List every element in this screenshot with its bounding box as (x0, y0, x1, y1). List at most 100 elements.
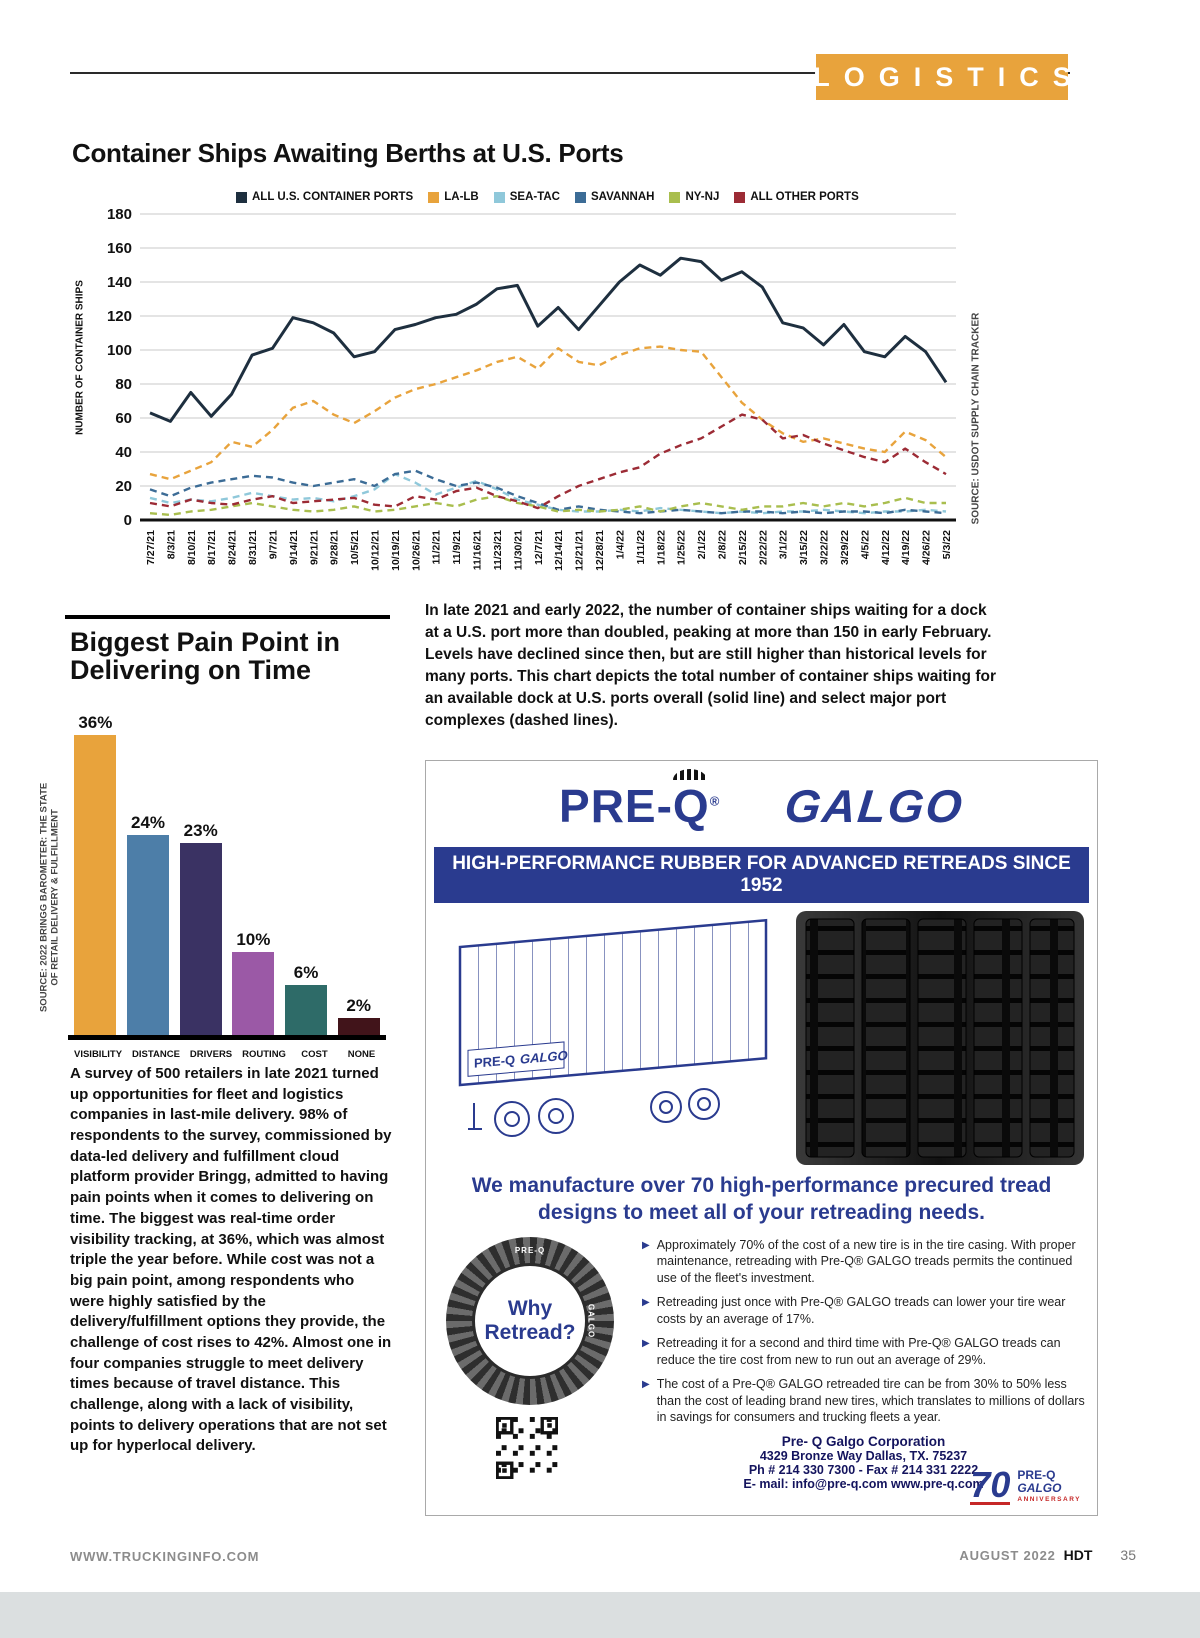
bar (179, 843, 222, 1035)
ad-right-column: ▶ Approximately 70% of the cost of a new … (642, 1237, 1085, 1491)
svg-text:11/23/21: 11/23/21 (492, 530, 504, 570)
truck-illustration: PRE-Q GALGO (458, 918, 768, 1087)
bar-value-label: 10% (236, 930, 271, 949)
bar-value-label: 24% (130, 813, 166, 832)
badge-ring-side-label: GALGO (586, 1303, 596, 1338)
why-retread-badge: PRE-Q GALGO Why Retread? (446, 1236, 614, 1405)
chart-note-paragraph: In late 2021 and early 2022, the number … (425, 602, 996, 729)
svg-text:10/12/21: 10/12/21 (370, 530, 382, 571)
svg-text:12/7/21: 12/7/21 (533, 530, 545, 565)
ad-contact-block: Pre- Q Galgo Corporation 4329 Bronze Way… (642, 1434, 1085, 1491)
ad-lower-section: PRE-Q GALGO Why Retread? ▶ Approximately … (438, 1236, 1085, 1491)
bar (127, 835, 169, 1035)
svg-text:160: 160 (107, 240, 132, 257)
anniversary-number: 70 (970, 1463, 1011, 1505)
bullet-arrow-icon: ▶ (642, 1338, 650, 1350)
svg-text:8/3/21: 8/3/21 (165, 530, 177, 559)
bar-category-label: VISIBILITY (74, 1049, 123, 1060)
svg-text:60: 60 (115, 410, 132, 427)
svg-text:0: 0 (124, 512, 132, 529)
svg-text:11/2/21: 11/2/21 (431, 530, 443, 565)
bar-column: 24% (127, 813, 170, 1035)
bar-category-label: DISTANCE (132, 1049, 180, 1060)
series-savannah (149, 469, 947, 515)
svg-text:1/4/22: 1/4/22 (614, 530, 626, 559)
svg-text:40: 40 (115, 444, 132, 461)
qr-code (496, 1416, 558, 1479)
badge-line1: Why (507, 1296, 553, 1320)
bullet-arrow-icon: ▶ (642, 1239, 650, 1251)
chart-legend: ALL U.S. CONTAINER PORTS LA-LB SEA-TAC SAVA… (236, 191, 859, 203)
bullet-text: Approximately 70% of the cost of a new t… (656, 1237, 1076, 1285)
contact-name: Pre- Q Galgo Corporation (781, 1433, 946, 1449)
preq-q-letter: Q (672, 780, 710, 832)
svg-text:10/26/21: 10/26/21 (410, 530, 422, 571)
anniversary-brand2: GALGO (1017, 1481, 1062, 1495)
legend-item: LA-LB (428, 191, 479, 203)
series-sea-tac (149, 472, 947, 515)
ad-graphic: PRE-Q GALGO (434, 907, 1089, 1169)
legend-label: ALL OTHER PORTS (750, 191, 859, 203)
bar-chart-title-line2: Delivering on Time (70, 655, 312, 686)
ad-tagline: We manufacture over 70 high-performance … (426, 1173, 1097, 1227)
svg-text:3/22/22: 3/22/22 (819, 530, 831, 565)
svg-text:5/3/22: 5/3/22 (941, 530, 953, 559)
svg-text:4/26/22: 4/26/22 (921, 530, 933, 565)
svg-text:100: 100 (107, 342, 132, 359)
badge-ring-top-label: PRE-Q (514, 1245, 546, 1255)
legend-swatch (428, 191, 440, 203)
series-la-lb (149, 345, 947, 481)
line-chart-source: SOURCE: USDOT SUPPLY CHAIN TRACKER (970, 312, 982, 525)
bar-column: 36% (74, 713, 117, 1035)
bullet-text: The cost of a Pre-Q® GALGO retreaded tir… (656, 1377, 1085, 1425)
section-banner: LOGISTICS (813, 54, 1071, 100)
contact-address: 4329 Bronze Way Dallas, TX. 75237 (759, 1448, 968, 1463)
svg-text:2/22/22: 2/22/22 (757, 530, 769, 565)
y-axis-label: NUMBER OF CONTAINER SHIPS (74, 280, 86, 435)
svg-text:3/15/22: 3/15/22 (798, 530, 810, 565)
anniversary-logo: 70 PRE-Q GALGO ANNIVERSARY (970, 1463, 1081, 1505)
svg-text:8/17/21: 8/17/21 (206, 530, 218, 565)
legend-swatch (236, 191, 247, 203)
legend-label: ALL U.S. CONTAINER PORTS (252, 191, 414, 203)
tire-tread-icon (672, 769, 707, 780)
pain-panel-rule (65, 615, 390, 619)
why-retread-text: Why Retread? (472, 1262, 588, 1379)
galgo-logo: GALGO (782, 780, 967, 832)
svg-text:140: 140 (107, 274, 132, 291)
bar-chart-source-line1: SOURCE: 2022 BRINGG BAROMETER: THE STATE (38, 782, 50, 1013)
svg-text:10/19/21: 10/19/21 (390, 530, 402, 571)
bar-chart-bars: 36% 24% 23% 10% 6% 2% (68, 708, 386, 1040)
legend-item: ALL OTHER PORTS (734, 191, 859, 203)
registered-mark: ® (709, 793, 721, 809)
series-all-u-s-container-ports (149, 256, 948, 423)
anniversary-brand1: PRE-Q (1017, 1468, 1056, 1483)
preq-logo-q: Q (672, 769, 710, 833)
contact-email: E- mail: info@pre-q.com www.pre-q.com (743, 1476, 984, 1491)
svg-text:9/14/21: 9/14/21 (288, 530, 300, 565)
bar-value-label: 2% (346, 996, 371, 1015)
legend-item: SAVANNAH (575, 191, 654, 203)
svg-text:8/24/21: 8/24/21 (227, 530, 239, 565)
svg-text:10/5/21: 10/5/21 (349, 530, 361, 565)
bar-column: 10% (232, 930, 275, 1035)
legend-label: SAVANNAH (591, 191, 655, 203)
bar (74, 735, 117, 1035)
legend-item: NY-NJ (669, 191, 719, 203)
bar-column: 6% (285, 963, 328, 1035)
legend-item: SEA-TAC (493, 191, 560, 203)
bar-category-label: NONE (347, 1049, 376, 1060)
svg-text:12/21/21: 12/21/21 (574, 530, 586, 571)
preq-logo: PRE- Q® (559, 769, 721, 833)
svg-text:20: 20 (115, 478, 132, 495)
svg-text:GALGO: GALGO (520, 1048, 568, 1067)
footer-site: WWW.TRUCKINGINFO.COM (70, 1549, 260, 1564)
footer-issue: AUGUST 2022 (959, 1548, 1056, 1563)
bullet-arrow-icon: ▶ (642, 1379, 650, 1391)
svg-text:80: 80 (115, 376, 132, 393)
bar-chart-source-line2: OF RETAIL DELIVERY & FULFILLMENT (50, 809, 61, 986)
bar-chart-categories: VISIBILITY DISTANCE DRIVERS ROUTING COST NONE (68, 1049, 386, 1060)
bar (337, 1018, 380, 1035)
bullet-text: Retreading just once with Pre-Q® GALGO t… (656, 1295, 1066, 1326)
